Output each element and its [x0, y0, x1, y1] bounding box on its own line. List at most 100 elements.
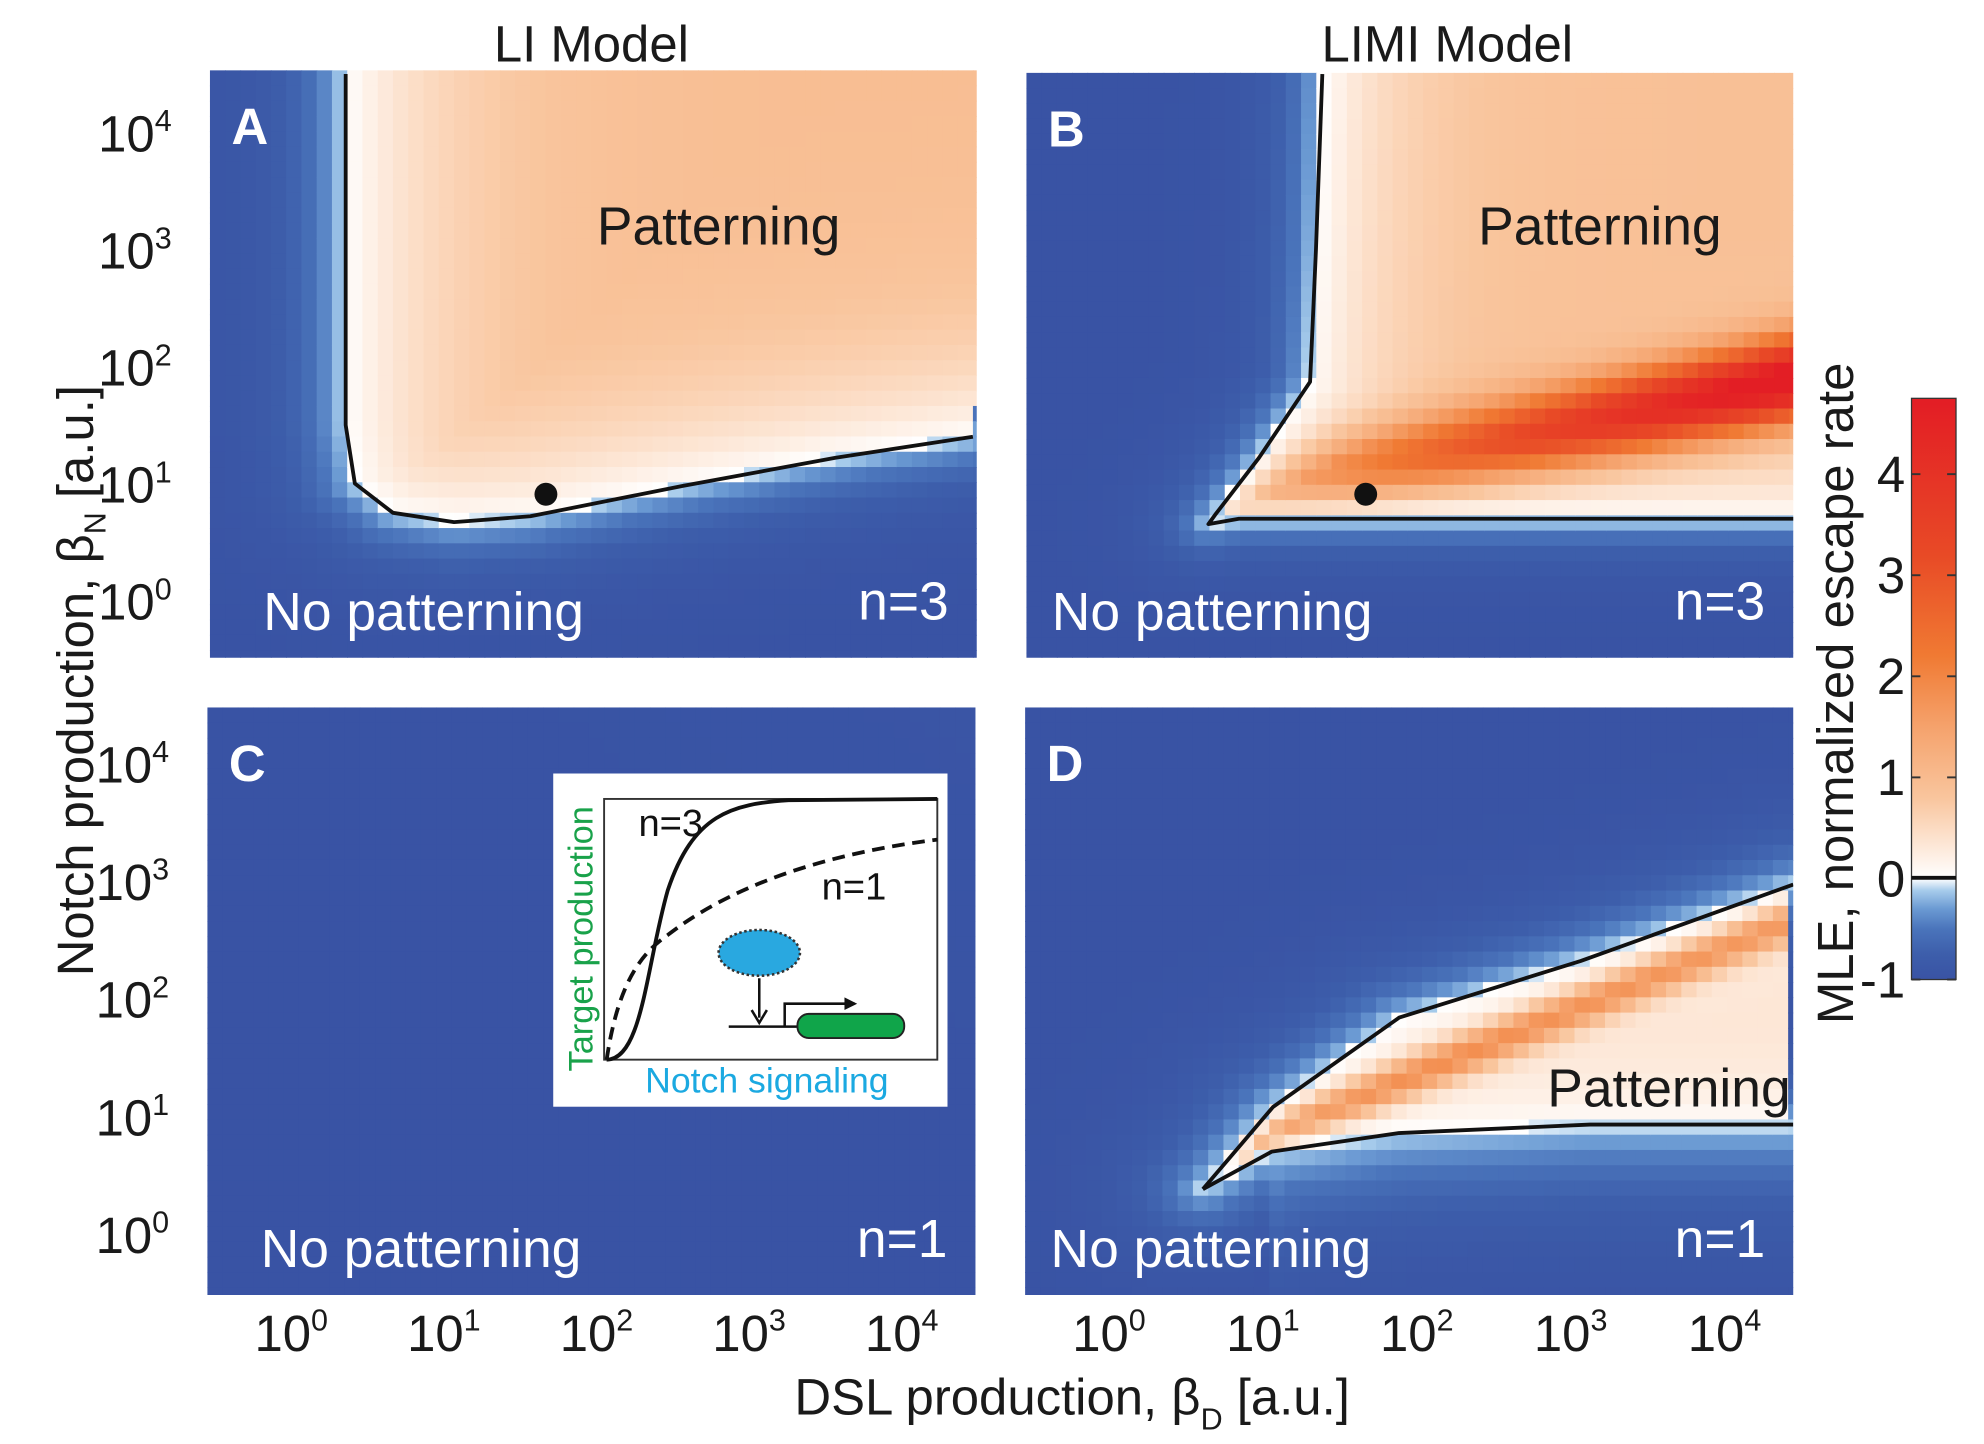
- heatmap-cell: [789, 467, 806, 484]
- heatmap-cell: [377, 344, 394, 361]
- heatmap-cell: [484, 436, 501, 453]
- heatmap-cell: [331, 634, 348, 651]
- heatmap-cell: [344, 982, 361, 999]
- heatmap-cell: [1667, 576, 1684, 593]
- heatmap-cell: [1255, 591, 1272, 608]
- heatmap-cell: [1758, 439, 1775, 456]
- heatmap-cell: [1743, 88, 1760, 105]
- heatmap-cell: [499, 70, 516, 87]
- heatmap-cell: [560, 573, 577, 590]
- heatmap-cell: [1392, 561, 1409, 578]
- heatmap-cell: [1392, 133, 1409, 150]
- heatmap-cell: [1377, 454, 1394, 471]
- heatmap-cell: [237, 1104, 254, 1121]
- heatmap-cell: [207, 1241, 224, 1258]
- heatmap-cell: [558, 1241, 575, 1258]
- heatmap-cell: [1072, 377, 1089, 395]
- heatmap-cell: [1056, 210, 1073, 227]
- heatmap-cell: [774, 619, 791, 636]
- heatmap-cell: [1316, 225, 1333, 242]
- heatmap-cell: [576, 299, 593, 316]
- heatmap-cell: [316, 100, 333, 117]
- heatmap-cell: [329, 722, 346, 739]
- heatmap-cell: [1163, 240, 1180, 257]
- heatmap-cell: [484, 115, 501, 133]
- heatmap-cell: [1758, 652, 1775, 658]
- heatmap-cell: [1362, 393, 1379, 410]
- heatmap-cell: [405, 1027, 422, 1044]
- heatmap-cell: [454, 329, 471, 346]
- heatmap-cell: [866, 634, 883, 651]
- heatmap-cell: [1072, 210, 1089, 227]
- heatmap-cell: [805, 390, 822, 407]
- heatmap-cell: [759, 512, 776, 529]
- heatmap-cell: [698, 238, 715, 255]
- heatmap-cell: [545, 192, 562, 209]
- heatmap-cell: [1194, 255, 1211, 272]
- heatmap-cell: [207, 905, 224, 922]
- heatmap-cell: [805, 222, 822, 239]
- heatmap-cell: [637, 436, 654, 453]
- heatmap-cell: [576, 558, 593, 575]
- heatmap-cell: [1621, 591, 1638, 608]
- heatmap-cell: [1743, 622, 1760, 639]
- heatmap-cell: [359, 1119, 376, 1136]
- heatmap-cell: [253, 1088, 270, 1105]
- heatmap-cell: [866, 558, 883, 575]
- heatmap-cell: [1713, 469, 1730, 486]
- heatmap-cell: [682, 604, 699, 621]
- heatmap-cell: [362, 177, 379, 194]
- heatmap-cell: [451, 875, 468, 892]
- heatmap-cell: [1667, 408, 1684, 425]
- heatmap-cell: [881, 650, 898, 658]
- heatmap-cell: [1789, 393, 1794, 410]
- heatmap-cell: [957, 283, 974, 300]
- heatmap-cell: [482, 783, 499, 800]
- heatmap-cell: [1148, 332, 1165, 349]
- heatmap-cell: [1484, 301, 1501, 318]
- heatmap-cell: [515, 238, 532, 255]
- heatmap-cell: [1255, 301, 1272, 318]
- heatmap-cell: [728, 85, 745, 102]
- heatmap-cell: [1362, 194, 1379, 211]
- heatmap-cell: [377, 85, 394, 102]
- heatmap-cell: [1499, 347, 1516, 364]
- heatmap-cell: [347, 512, 364, 529]
- heatmap-cell: [896, 467, 913, 484]
- heatmap-cell: [621, 177, 638, 194]
- heatmap-cell: [1652, 622, 1669, 639]
- heatmap-cell: [1255, 652, 1272, 658]
- heatmap-cell: [359, 1180, 376, 1197]
- heatmap-cell: [1728, 316, 1745, 333]
- heatmap-cell: [405, 1119, 422, 1136]
- heatmap-cell: [1713, 454, 1730, 471]
- heatmap-cell: [1438, 408, 1455, 425]
- heatmap-cell: [1072, 255, 1089, 272]
- heatmap-cell: [1514, 591, 1531, 608]
- heatmap-cell: [1575, 133, 1592, 150]
- heatmap-cell: [1087, 316, 1104, 333]
- heatmap-cell: [881, 512, 898, 529]
- heatmap-cell: [1514, 500, 1531, 517]
- heatmap-cell: [301, 650, 318, 658]
- heatmap-cell: [423, 299, 440, 316]
- heatmap-cell: [1240, 545, 1257, 562]
- heatmap-cell: [1652, 164, 1669, 181]
- heatmap-cell: [253, 1287, 270, 1295]
- heatmap-cell: [436, 1012, 453, 1029]
- heatmap-cell: [408, 268, 425, 285]
- heatmap-cell: [1514, 271, 1531, 288]
- heatmap-cell: [451, 1165, 468, 1182]
- heatmap-cell: [652, 375, 669, 392]
- heatmap-cell: [1026, 179, 1043, 196]
- heatmap-cell: [1163, 561, 1180, 578]
- heatmap-cell: [207, 1119, 224, 1136]
- heatmap-cell: [408, 451, 425, 468]
- heatmap-cell: [1774, 149, 1791, 166]
- heatmap-cell: [881, 467, 898, 484]
- heatmap-cell: [482, 1180, 499, 1197]
- heatmap-cell: [1636, 622, 1653, 639]
- heatmap-cell: [222, 1134, 239, 1151]
- heatmap-cell: [530, 558, 547, 575]
- heatmap-cell: [1056, 377, 1073, 395]
